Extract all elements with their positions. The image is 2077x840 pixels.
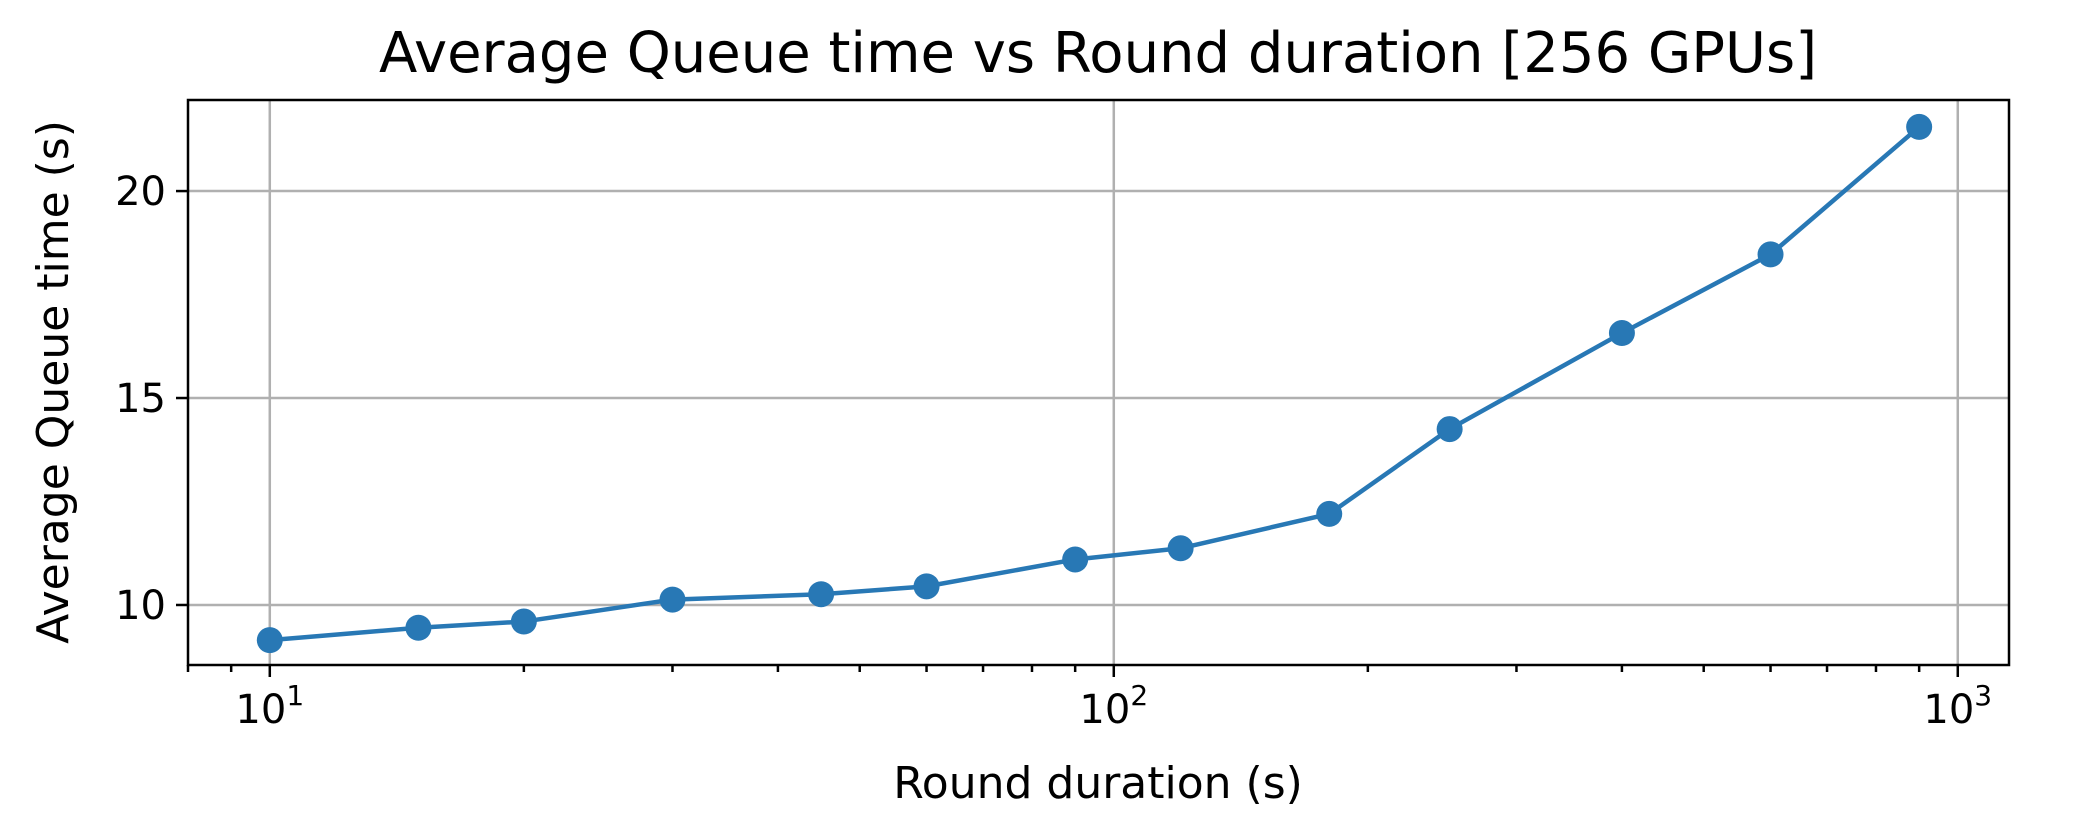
data-point [510, 608, 537, 635]
data-point [1436, 416, 1463, 443]
x-tick-exponent: 1 [286, 679, 304, 712]
x-axis-label: Round duration (s) [893, 758, 1303, 809]
data-point [659, 586, 686, 613]
plot-frame [186, 98, 2011, 667]
series-layer [256, 113, 1933, 654]
x-tick-label: 103 [1923, 679, 1992, 733]
x-tick-exponent: 2 [1130, 679, 1148, 712]
y-tick-label: 15 [115, 376, 166, 422]
data-point [405, 614, 432, 641]
y-axis-label: Average Queue time (s) [28, 120, 79, 644]
data-point [1062, 546, 1089, 573]
x-tick-exponent: 3 [1974, 679, 1992, 712]
x-tick-base: 10 [1923, 687, 1974, 733]
data-point [913, 573, 940, 600]
data-point [1316, 500, 1343, 527]
x-tick-label: 101 [235, 679, 304, 733]
x-tick-base: 10 [1079, 687, 1130, 733]
x-tick-label: 102 [1079, 679, 1148, 733]
x-tick-base: 10 [235, 687, 286, 733]
data-point [256, 627, 283, 654]
y-tick-label: 10 [115, 583, 166, 629]
chart-title: Average Queue time vs Round duration [25… [379, 21, 1817, 86]
y-tick-label: 20 [115, 169, 166, 215]
data-point [1757, 241, 1784, 268]
grid-layer [188, 100, 2009, 665]
data-point [1608, 320, 1635, 347]
data-point [808, 581, 835, 608]
series-line [269, 125, 1921, 643]
data-point [1167, 535, 1194, 562]
data-point [1906, 113, 1933, 140]
